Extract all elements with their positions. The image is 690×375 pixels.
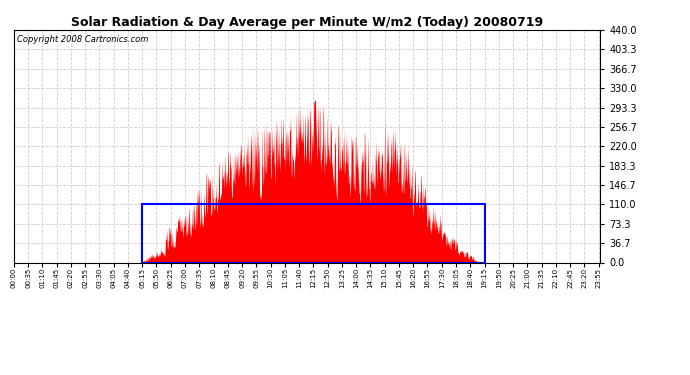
Title: Solar Radiation & Day Average per Minute W/m2 (Today) 20080719: Solar Radiation & Day Average per Minute… <box>71 16 543 29</box>
Bar <box>142 204 484 262</box>
Text: Copyright 2008 Cartronics.com: Copyright 2008 Cartronics.com <box>17 34 148 44</box>
